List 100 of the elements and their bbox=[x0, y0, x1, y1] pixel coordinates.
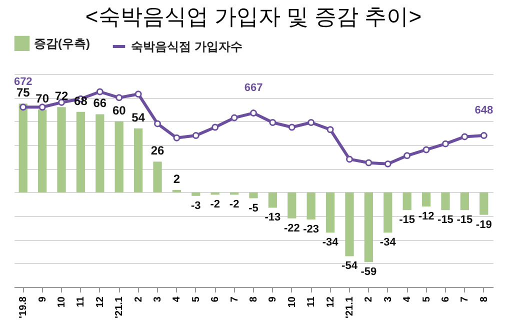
bar bbox=[480, 192, 488, 215]
point bbox=[480, 132, 488, 140]
x-tick-label: 2 bbox=[133, 296, 144, 302]
x-tick-label: 8 bbox=[248, 296, 260, 302]
data-label: -5 bbox=[248, 202, 258, 214]
point bbox=[116, 94, 123, 102]
bar bbox=[306, 192, 316, 220]
point bbox=[308, 119, 315, 126]
data-label: 648 bbox=[474, 104, 494, 117]
point bbox=[326, 126, 334, 134]
data-label: -2 bbox=[229, 198, 240, 211]
x-tick-label: '21.1 bbox=[344, 296, 356, 318]
data-label: 667 bbox=[244, 82, 263, 94]
point bbox=[442, 140, 449, 148]
bar bbox=[345, 192, 354, 256]
x-tick-label: 11 bbox=[306, 296, 318, 308]
point bbox=[192, 132, 200, 140]
data-label: 2 bbox=[173, 172, 180, 186]
data-label: -12 bbox=[418, 210, 434, 223]
data-label: 26 bbox=[150, 144, 164, 158]
bar bbox=[172, 190, 182, 192]
x-tick-label: 4 bbox=[402, 296, 414, 302]
point bbox=[38, 104, 46, 111]
bar bbox=[76, 112, 86, 192]
bar bbox=[268, 192, 278, 208]
data-label: -2 bbox=[210, 198, 220, 211]
data-label: -22 bbox=[284, 222, 300, 234]
x-tick-label: 12 bbox=[94, 296, 106, 308]
data-label: 672 bbox=[14, 76, 32, 88]
data-label: -15 bbox=[438, 214, 454, 226]
x-tick-label: 3 bbox=[382, 296, 394, 302]
data-label: -34 bbox=[322, 236, 340, 249]
data-label: -15 bbox=[399, 214, 416, 226]
data-label: -19 bbox=[476, 218, 492, 231]
point bbox=[346, 156, 353, 163]
point bbox=[269, 119, 276, 126]
bar bbox=[96, 114, 104, 192]
bar bbox=[422, 192, 431, 207]
data-label: -13 bbox=[264, 212, 281, 224]
x-tick-label: 9 bbox=[37, 296, 48, 302]
x-tick-label: 12 bbox=[325, 296, 336, 308]
point bbox=[20, 104, 27, 111]
point bbox=[230, 114, 238, 122]
point bbox=[365, 159, 372, 166]
bar bbox=[134, 128, 143, 192]
point bbox=[288, 124, 296, 131]
bar bbox=[114, 121, 124, 192]
point bbox=[96, 88, 104, 96]
x-tick-label: 9 bbox=[268, 296, 279, 302]
x-tick-label: '19.8 bbox=[18, 296, 30, 318]
data-label: 60 bbox=[112, 103, 126, 118]
bar bbox=[326, 192, 335, 233]
chart-title: <숙박음식업 가입자 및 증감 추이> bbox=[85, 4, 422, 29]
data-label: 72 bbox=[54, 89, 69, 104]
bar bbox=[364, 192, 374, 262]
x-tick-label: 6 bbox=[210, 296, 222, 302]
bar bbox=[288, 192, 296, 218]
bar bbox=[249, 192, 258, 198]
point bbox=[384, 160, 392, 168]
data-label: -54 bbox=[342, 260, 358, 272]
bar bbox=[153, 162, 162, 192]
data-label: -15 bbox=[456, 214, 473, 226]
bar bbox=[18, 104, 28, 192]
point bbox=[422, 146, 430, 154]
x-tick-label: 10 bbox=[286, 296, 298, 308]
bar bbox=[57, 107, 66, 192]
x-tick-label: 7 bbox=[229, 296, 240, 302]
x-tick-label: 10 bbox=[56, 296, 68, 308]
x-tick-label: 6 bbox=[440, 296, 452, 302]
x-tick-label: 4 bbox=[172, 296, 183, 302]
point bbox=[173, 134, 180, 142]
data-label: -59 bbox=[360, 266, 377, 278]
point bbox=[250, 110, 257, 117]
x-tick-label: 7 bbox=[460, 296, 471, 302]
data-label: -23 bbox=[303, 224, 320, 236]
point bbox=[212, 124, 219, 131]
legend-label: 숙박음식점 가입자수 bbox=[131, 40, 242, 54]
bar bbox=[192, 192, 200, 196]
x-tick-label: 5 bbox=[190, 296, 202, 302]
bar bbox=[460, 192, 469, 210]
point bbox=[134, 90, 142, 98]
bar bbox=[38, 110, 47, 192]
data-label: 66 bbox=[93, 96, 107, 110]
x-tick-label: 3 bbox=[152, 296, 164, 302]
x-tick-label: 5 bbox=[421, 296, 432, 302]
x-tick-label: '21.1 bbox=[114, 296, 126, 318]
x-tick-label: 8 bbox=[478, 296, 490, 302]
x-tick-label: 11 bbox=[76, 296, 87, 308]
data-label: -34 bbox=[380, 236, 397, 249]
point bbox=[461, 133, 468, 140]
data-label: 75 bbox=[16, 86, 30, 100]
data-label: 70 bbox=[36, 92, 50, 106]
bar bbox=[402, 192, 412, 210]
data-label: -3 bbox=[191, 200, 201, 212]
bar bbox=[441, 192, 450, 210]
legend-label: 증감(우측) bbox=[34, 36, 90, 50]
point bbox=[154, 120, 161, 128]
bar bbox=[384, 192, 392, 233]
point bbox=[404, 152, 411, 160]
x-tick-label: 2 bbox=[364, 296, 375, 302]
